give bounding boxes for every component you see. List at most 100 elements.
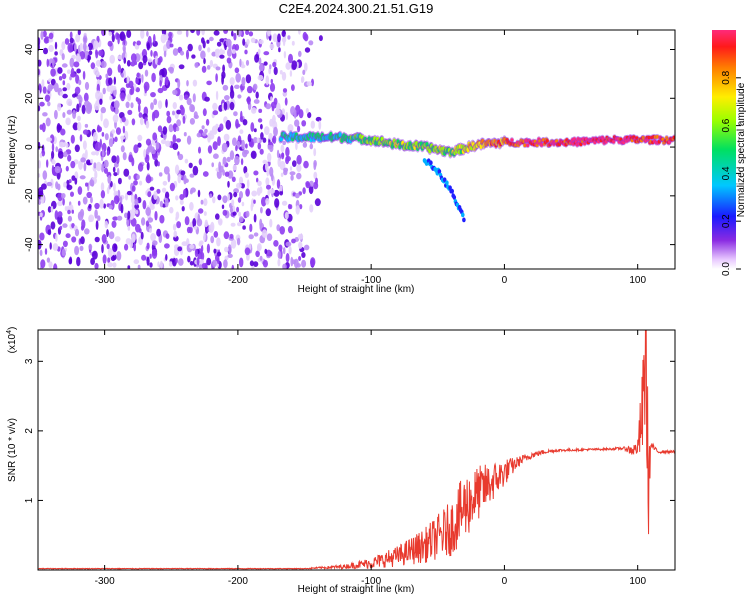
snr-xtick-label: -300 <box>95 576 115 587</box>
spectrogram-noise-blob <box>309 143 314 150</box>
spectrogram-noise-blob <box>231 49 236 54</box>
spectrogram-noise-blob <box>77 115 81 122</box>
spectrogram-noise-blob <box>76 256 81 267</box>
spectrogram-noise-blob <box>304 244 310 251</box>
spectrogram-ridge-cell <box>672 135 675 140</box>
spectrogram-noise-blob <box>241 201 245 207</box>
spectrogram-noise-blob <box>257 180 262 187</box>
spectrogram-noise-blob <box>288 245 292 255</box>
spectrogram-noise-blob <box>193 225 198 230</box>
spectrogram-ridge-cell <box>640 138 644 143</box>
spectrogram-noise-blob <box>260 132 264 140</box>
spectrogram-noise-blob <box>253 99 260 104</box>
spectrogram-noise-blob <box>84 81 90 91</box>
spectrogram-ridge-cell <box>584 137 589 141</box>
spectrogram-noise-blob <box>278 47 281 53</box>
spectrogram-noise-blob <box>246 85 253 94</box>
spectrogram-noise-blob <box>242 149 248 158</box>
spectrogram-noise-blob <box>253 213 257 223</box>
spectrogram-noise-blob <box>120 92 126 102</box>
spectrogram-noise-blob <box>146 161 150 171</box>
spectrogram-noise-blob <box>256 177 259 183</box>
spectrogram-noise-blob <box>93 162 97 169</box>
snr-series-line <box>38 330 675 570</box>
spectrogram-noise-blob <box>204 96 210 102</box>
spectrogram-noise-blob <box>95 50 99 59</box>
spectrogram-xtick-label: 0 <box>502 275 508 286</box>
spectrogram-noise-blob <box>263 61 268 66</box>
spectrogram-noise-blob <box>62 93 68 99</box>
spectrogram-noise-blob <box>222 64 226 73</box>
spectrogram-noise-blob <box>304 62 308 72</box>
spectrogram-noise-blob <box>279 226 286 235</box>
spectrogram-noise-blob <box>203 58 206 65</box>
spectrogram-noise-blob <box>139 180 143 186</box>
spectrogram-branch-cell <box>450 188 455 194</box>
spectrogram-noise-blob <box>93 40 99 50</box>
spectrogram-noise-blob <box>101 30 106 37</box>
spectrogram-noise-blob <box>287 225 293 234</box>
spectrogram-noise-blob <box>126 190 132 196</box>
spectrogram-noise-blob <box>144 69 149 77</box>
spectrogram-ridge-cell <box>593 140 597 144</box>
spectrogram-ridge-cell <box>540 143 544 147</box>
spectrogram-noise-blob <box>196 132 202 138</box>
spectrogram-noise-blob <box>117 64 122 73</box>
spectrogram-noise-blob <box>189 201 194 211</box>
snr-ytick-label: 3 <box>24 358 35 364</box>
spectrogram-noise-blob <box>84 228 90 235</box>
spectrogram-noise-blob <box>191 54 196 59</box>
spectrogram-noise-blob <box>318 35 323 42</box>
spectrogram-frame <box>37 29 676 270</box>
spectrogram-noise-blob <box>253 232 259 237</box>
spectrogram-noise-blob <box>185 30 189 38</box>
spectrogram-noise-blob <box>315 116 322 122</box>
spectrogram-noise-blob <box>180 106 185 116</box>
spectrogram-noise-blob <box>69 37 74 44</box>
spectrogram-noise-blob <box>206 65 211 70</box>
spectrogram-noise-blob <box>276 179 281 189</box>
spectrogram-noise-blob <box>65 165 69 172</box>
spectrogram-noise-blob <box>88 50 93 56</box>
spectrogram-marks <box>38 30 675 269</box>
spectrogram-ridge-cell <box>579 142 583 147</box>
spectrogram-ridge-cell <box>479 144 483 150</box>
spectrogram-noise-blob <box>135 87 140 93</box>
spectrogram-noise-blob <box>160 139 167 145</box>
spectrogram-noise-blob <box>250 150 257 159</box>
colorbar-tick-label: 0.4 <box>721 166 732 180</box>
spectrogram-noise-blob <box>178 94 184 101</box>
spectrogram-noise-blob <box>169 206 174 214</box>
spectrogram-noise-blob <box>190 30 195 34</box>
spectrogram-noise-blob <box>72 122 79 131</box>
spectrogram-noise-blob <box>223 259 228 269</box>
spectrogram-branch-cell <box>445 180 449 186</box>
spectrogram-noise-blob <box>277 250 282 259</box>
spectrogram-noise-blob <box>211 51 217 57</box>
colorbar-tick-label: 0.8 <box>721 70 732 84</box>
spectrogram-noise-blob <box>215 73 218 83</box>
spectrogram-ytick-label: 20 <box>24 92 35 104</box>
spectrogram-noise-blob <box>291 60 298 70</box>
spectrogram-ridge-cell <box>555 139 559 143</box>
spectrogram-noise-blob <box>224 246 229 253</box>
spectrogram-noise-blob <box>106 243 110 250</box>
spectrogram-noise-blob <box>111 33 115 43</box>
spectrogram-noise-blob <box>94 236 100 243</box>
spectrogram-noise-blob <box>270 78 273 84</box>
spectrogram-noise-blob <box>126 219 130 226</box>
spectrogram-noise-blob <box>224 255 229 261</box>
spectrogram-noise-blob <box>289 171 296 176</box>
spectrogram-noise-blob <box>107 40 113 47</box>
spectrogram-ridge-cell <box>557 142 562 147</box>
spectrogram-noise-blob <box>121 72 124 78</box>
spectrogram-noise-blob <box>231 176 236 183</box>
spectrogram-noise-blob <box>238 211 242 217</box>
spectrogram-noise-blob <box>121 116 126 123</box>
spectrogram-noise-blob <box>38 141 41 150</box>
spectrogram-noise-blob <box>200 199 204 205</box>
spectrogram-noise-blob <box>106 187 110 195</box>
spectrogram-noise-blob <box>39 212 43 218</box>
spectrogram-noise-blob <box>41 79 45 89</box>
spectrogram-noise-blob <box>294 119 300 127</box>
